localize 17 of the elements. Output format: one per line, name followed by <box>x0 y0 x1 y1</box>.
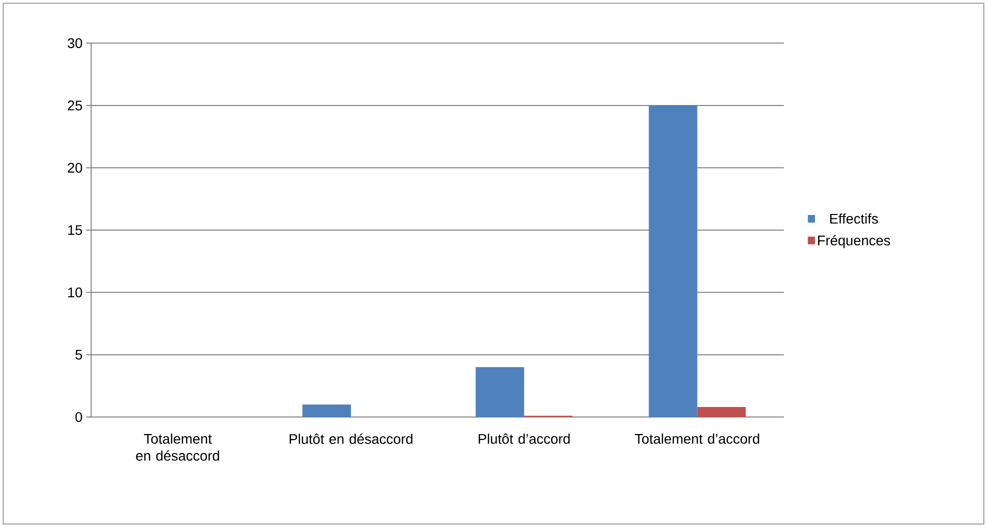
x-tick-label: Plutôt d’accord <box>478 433 570 444</box>
bar <box>302 404 351 417</box>
legend-label: Fréquences <box>818 234 890 248</box>
bar <box>697 406 746 417</box>
legend-label: Effectifs <box>830 213 878 224</box>
bar <box>648 105 698 417</box>
y-tick-label: 20 <box>68 162 82 173</box>
x-tick-label: Plutôt en désaccord <box>290 433 412 444</box>
y-tick-label: 0 <box>75 412 82 422</box>
x-tick-label: Totalement en désaccord <box>136 433 220 461</box>
x-tick-label: Totalement d’accord <box>634 433 760 444</box>
bar <box>476 367 524 417</box>
y-tick-label: 5 <box>75 350 82 360</box>
y-tick-label: 15 <box>68 225 82 235</box>
y-tick-label: 25 <box>68 100 82 110</box>
y-tick-label: 10 <box>68 287 82 298</box>
y-tick-label: 30 <box>68 38 82 48</box>
